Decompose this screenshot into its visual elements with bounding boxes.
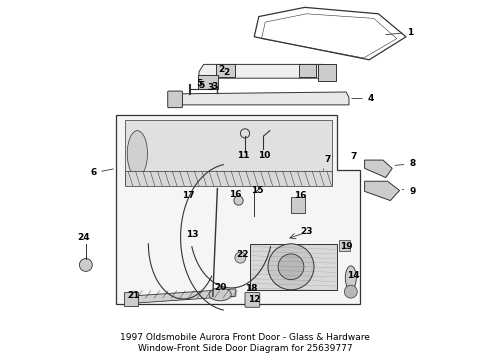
FancyBboxPatch shape bbox=[168, 91, 182, 108]
Text: 21: 21 bbox=[127, 291, 140, 300]
Circle shape bbox=[235, 252, 246, 263]
Polygon shape bbox=[365, 181, 399, 201]
Text: 7: 7 bbox=[323, 155, 331, 170]
FancyBboxPatch shape bbox=[299, 64, 316, 77]
Text: 5: 5 bbox=[196, 79, 202, 88]
Text: 5: 5 bbox=[198, 81, 205, 90]
Polygon shape bbox=[365, 160, 392, 177]
FancyBboxPatch shape bbox=[291, 197, 305, 212]
Circle shape bbox=[234, 196, 243, 205]
FancyBboxPatch shape bbox=[217, 64, 235, 77]
FancyBboxPatch shape bbox=[245, 293, 260, 307]
Polygon shape bbox=[249, 244, 337, 290]
FancyBboxPatch shape bbox=[198, 75, 219, 89]
Polygon shape bbox=[116, 115, 360, 303]
Text: 11: 11 bbox=[237, 151, 249, 160]
Text: 13: 13 bbox=[186, 230, 199, 239]
Text: 2: 2 bbox=[218, 64, 224, 73]
FancyBboxPatch shape bbox=[318, 64, 336, 81]
Text: 9: 9 bbox=[402, 187, 416, 196]
Text: 1997 Oldsmobile Aurora Front Door - Glass & Hardware
Window-Front Side Door Diag: 1997 Oldsmobile Aurora Front Door - Glas… bbox=[120, 333, 370, 353]
Ellipse shape bbox=[127, 131, 147, 177]
Polygon shape bbox=[125, 171, 332, 186]
Text: 6: 6 bbox=[90, 168, 114, 177]
Circle shape bbox=[268, 244, 314, 290]
Text: 8: 8 bbox=[395, 159, 416, 168]
Text: 17: 17 bbox=[182, 192, 194, 201]
Text: 12: 12 bbox=[248, 296, 261, 305]
Ellipse shape bbox=[209, 288, 231, 301]
Circle shape bbox=[79, 258, 92, 271]
Circle shape bbox=[278, 254, 304, 280]
Text: 7: 7 bbox=[350, 152, 357, 161]
Circle shape bbox=[344, 285, 357, 298]
Text: 3: 3 bbox=[208, 83, 214, 92]
Text: 20: 20 bbox=[214, 283, 226, 292]
FancyBboxPatch shape bbox=[339, 240, 350, 251]
FancyBboxPatch shape bbox=[123, 292, 138, 306]
Text: 2: 2 bbox=[223, 68, 230, 77]
Text: 18: 18 bbox=[245, 284, 258, 293]
Text: 19: 19 bbox=[340, 242, 352, 251]
Text: 4: 4 bbox=[352, 94, 374, 103]
Text: 22: 22 bbox=[236, 250, 248, 259]
Text: 15: 15 bbox=[251, 186, 263, 195]
Text: 24: 24 bbox=[77, 233, 89, 242]
Polygon shape bbox=[128, 289, 236, 303]
Text: 14: 14 bbox=[347, 271, 360, 280]
Text: 3: 3 bbox=[212, 82, 218, 91]
Ellipse shape bbox=[345, 266, 356, 290]
Text: 16: 16 bbox=[294, 190, 306, 199]
Polygon shape bbox=[176, 92, 349, 105]
Text: 10: 10 bbox=[258, 151, 270, 160]
Text: 23: 23 bbox=[300, 228, 313, 236]
Polygon shape bbox=[199, 64, 332, 78]
Text: 16: 16 bbox=[229, 190, 241, 199]
Text: 1: 1 bbox=[386, 28, 414, 37]
Polygon shape bbox=[125, 120, 332, 184]
